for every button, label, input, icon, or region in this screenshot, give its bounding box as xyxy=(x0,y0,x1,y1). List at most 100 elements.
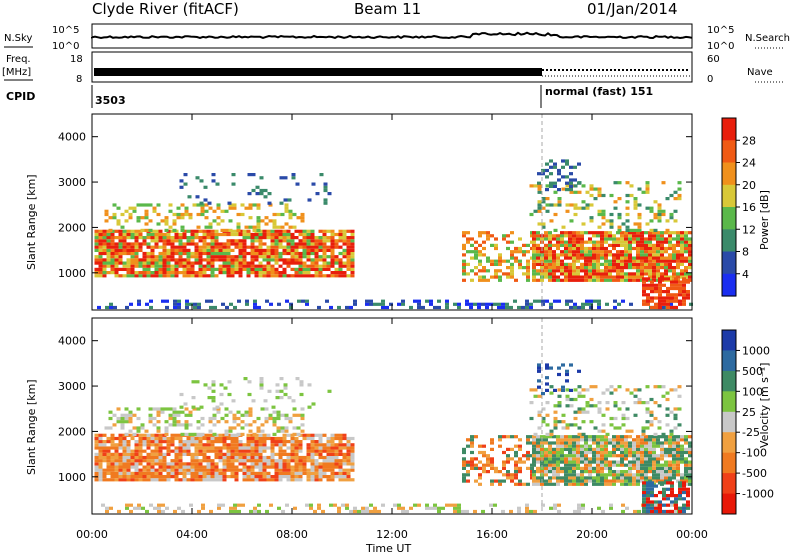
heatmap-cell xyxy=(142,465,147,469)
heatmap-cell xyxy=(195,195,200,199)
heatmap-cell xyxy=(682,497,686,501)
heatmap-cell xyxy=(318,433,323,437)
heatmap-cell xyxy=(577,385,582,389)
heatmap-cell xyxy=(314,258,319,262)
heatmap-cell xyxy=(666,293,670,297)
heatmap-cell xyxy=(270,267,275,271)
heatmap-cell xyxy=(536,253,540,257)
heatmap-cell xyxy=(673,219,678,223)
heatmap-cell xyxy=(568,256,572,260)
heatmap-cell xyxy=(617,216,622,220)
heatmap-cell xyxy=(560,447,564,451)
heatmap-cell xyxy=(108,410,113,414)
freq-left-tick-bottom: 8 xyxy=(76,74,82,85)
heatmap-cell xyxy=(466,444,470,448)
heatmap-cell xyxy=(642,280,646,284)
heatmap-cell xyxy=(498,253,502,257)
heatmap-cell xyxy=(126,446,131,450)
heatmap-cell xyxy=(409,506,413,510)
heatmap-cell xyxy=(114,459,119,463)
heatmap-cell xyxy=(569,299,573,303)
heatmap-cell xyxy=(541,225,546,229)
heatmap-cell xyxy=(318,455,323,460)
heatmap-cell xyxy=(170,462,175,466)
heatmap-cell xyxy=(537,369,541,373)
heatmap-cell xyxy=(306,264,311,268)
heatmap-cell xyxy=(142,475,147,479)
heatmap-cell xyxy=(300,216,305,220)
heatmap-cell xyxy=(668,243,672,247)
heatmap-cell xyxy=(346,475,351,479)
heatmap-cell xyxy=(226,232,231,237)
heatmap-cell xyxy=(624,441,628,445)
heatmap-cell xyxy=(501,305,505,310)
heatmap-cell xyxy=(342,251,347,256)
heatmap-cell xyxy=(146,258,151,262)
heatmap-cell xyxy=(552,473,556,477)
heatmap-cell xyxy=(656,444,660,448)
heatmap-cell xyxy=(255,185,260,189)
heatmap-cell xyxy=(166,271,171,275)
heatmap-cell xyxy=(294,455,299,460)
heatmap-cell xyxy=(645,222,650,226)
heatmap-cell xyxy=(254,459,259,463)
heatmap-cell xyxy=(576,234,580,238)
heatmap-cell xyxy=(652,246,656,251)
heatmap-cell xyxy=(174,264,179,268)
heatmap-cell xyxy=(242,459,247,463)
heatmap-cell xyxy=(342,271,347,275)
heatmap-cell xyxy=(206,440,211,444)
heatmap-cell xyxy=(560,259,564,263)
heatmap-cell xyxy=(648,479,652,483)
heatmap-cell xyxy=(195,380,200,384)
heatmap-cell xyxy=(134,446,139,450)
heatmap-cell xyxy=(206,433,211,437)
heatmap-cell xyxy=(620,476,624,480)
heatmap-cell xyxy=(640,231,644,235)
heatmap-cell xyxy=(220,228,225,232)
heatmap-cell xyxy=(672,272,676,276)
heatmap-cell xyxy=(118,236,123,240)
heatmap-cell xyxy=(564,269,568,273)
heatmap-cell xyxy=(322,455,327,460)
heatmap-cell xyxy=(267,389,272,393)
heatmap-cell xyxy=(652,275,656,279)
heatmap-cell xyxy=(350,261,355,265)
heatmap-cell xyxy=(470,278,474,282)
heatmap-cell xyxy=(665,197,670,201)
heatmap-cell xyxy=(561,385,565,389)
heatmap-cell xyxy=(569,388,573,392)
heatmap-cell xyxy=(246,436,251,441)
heatmap-cell xyxy=(116,407,121,411)
heatmap-cell xyxy=(654,305,658,310)
heatmap-cell xyxy=(142,459,147,463)
heatmap-cell xyxy=(553,228,558,232)
heatmap-cell xyxy=(222,462,227,466)
heatmap-cell xyxy=(533,388,538,392)
heatmap-cell xyxy=(164,216,169,220)
heatmap-cell xyxy=(518,259,522,263)
heatmap-cell xyxy=(518,479,522,483)
heatmap-cell xyxy=(564,256,568,260)
heatmap-cell xyxy=(146,471,151,475)
heatmap-cell xyxy=(620,272,624,276)
heatmap-cell xyxy=(198,236,203,240)
heatmap-cell xyxy=(150,433,155,437)
heatmap-cell xyxy=(640,476,644,480)
heatmap-cell xyxy=(656,243,660,247)
heatmap-cell xyxy=(210,468,215,472)
heatmap-cell xyxy=(652,470,656,474)
heatmap-cell xyxy=(552,253,556,257)
heatmap-cell xyxy=(257,305,261,310)
station-title: Clyde River (fitACF) xyxy=(92,0,239,18)
heatmap-cell xyxy=(242,245,247,249)
heatmap-cell xyxy=(128,206,133,210)
heatmap-cell xyxy=(682,484,686,488)
heatmap-cell xyxy=(170,264,175,268)
heatmap-cell xyxy=(244,423,249,427)
heatmap-cell xyxy=(138,258,143,262)
heatmap-cell xyxy=(114,449,119,453)
heatmap-cell xyxy=(258,452,263,456)
heatmap-cell xyxy=(191,380,196,384)
heatmap-cell xyxy=(310,264,315,268)
